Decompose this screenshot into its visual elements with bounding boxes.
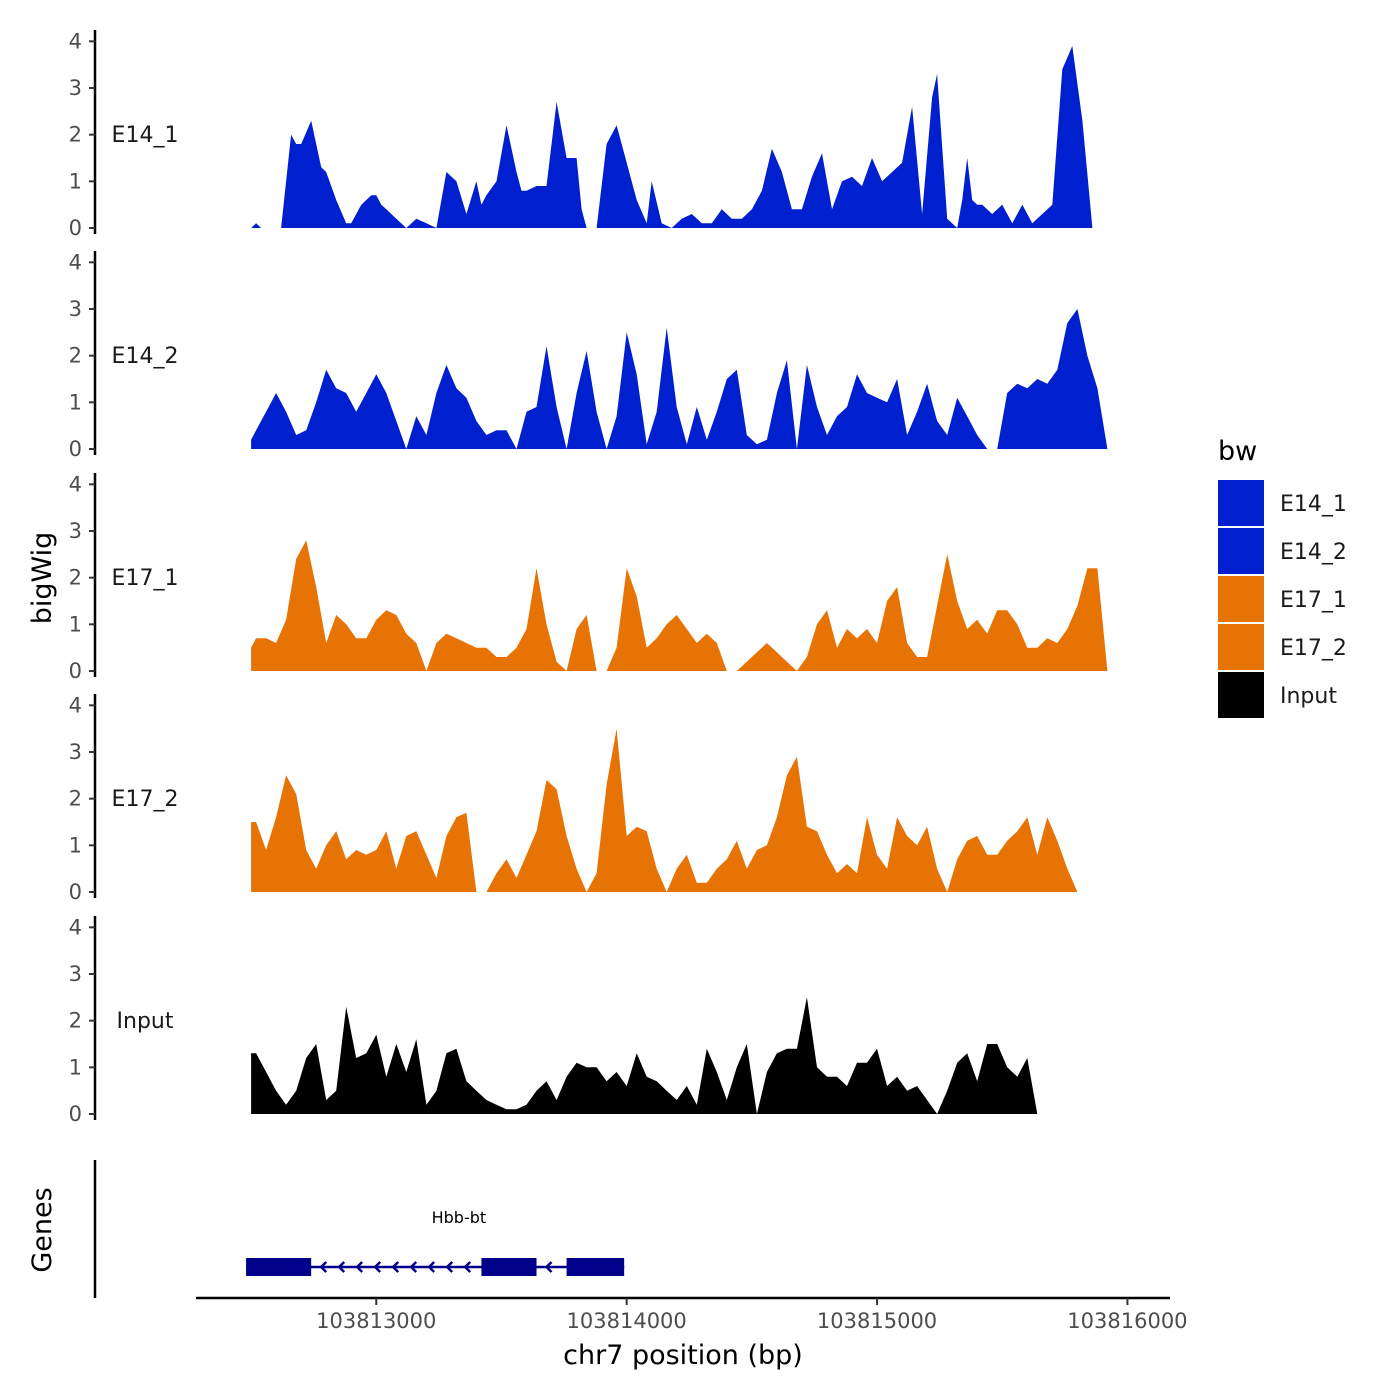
track-Input: 0 1 2 3 4 Input — [69, 915, 1120, 1126]
exon-2 — [481, 1258, 537, 1276]
y-tick-label: 3 — [69, 519, 82, 543]
legend-label-E14_1: E14_1 — [1280, 492, 1347, 517]
y-tick-label: 4 — [69, 29, 82, 53]
genes-axis-title: Genes — [27, 1187, 58, 1272]
strand-arrow — [427, 1261, 436, 1273]
area-E17_1 — [251, 540, 1120, 671]
y-tick-label: 4 — [69, 250, 82, 274]
track-label-E14_2: E14_2 — [112, 344, 179, 369]
y-tick-label: 3 — [69, 297, 82, 321]
y-tick-label: 0 — [69, 1102, 82, 1126]
legend-swatch-E17_1 — [1218, 576, 1264, 622]
y-tick-label: 1 — [69, 612, 82, 636]
area-E14_2 — [251, 309, 1120, 449]
y-tick-label: 2 — [69, 1009, 82, 1033]
legend-swatch-E14_1 — [1218, 480, 1264, 526]
track-E17_2: 0 1 2 3 4 E17_2 — [69, 693, 1120, 904]
legend-label-E17_2: E17_2 — [1280, 636, 1347, 661]
legend-label-E17_1: E17_1 — [1280, 588, 1347, 613]
x-tick-label: 103814000 — [567, 1309, 687, 1333]
track-label-E17_2: E17_2 — [112, 787, 179, 812]
area-E14_1 — [251, 46, 1120, 228]
strand-arrow — [319, 1261, 328, 1273]
y-tick-label: 2 — [69, 566, 82, 590]
gene-name-label: Hbb-bt — [432, 1208, 487, 1227]
strand-arrow — [445, 1261, 454, 1273]
strand-arrow — [337, 1261, 346, 1273]
y-tick-label: 0 — [69, 216, 82, 240]
strand-arrow — [409, 1261, 418, 1273]
strand-arrow — [544, 1261, 553, 1273]
track-panels: 0 1 2 3 4 E14_1 0 1 2 3 4 E14_2 0 1 2 3 4 E17_1 0 1 2 3 4 E17_2… — [69, 29, 1120, 1126]
y-tick-label: 1 — [69, 390, 82, 414]
strand-arrow — [463, 1261, 472, 1273]
y-tick-label: 3 — [69, 740, 82, 764]
y-tick-label: 1 — [69, 1055, 82, 1079]
y-tick-label: 2 — [69, 344, 82, 368]
x-axis: 103813000 103814000 103815000 103816000 — [196, 1296, 1188, 1333]
x-axis-title: chr7 position (bp) — [563, 1340, 803, 1371]
legend-title: bw — [1218, 436, 1257, 467]
legend-swatch-E17_2 — [1218, 624, 1264, 670]
area-Input — [251, 997, 1120, 1114]
track-E14_1: 0 1 2 3 4 E14_1 — [69, 29, 1120, 240]
y-tick-label: 1 — [69, 833, 82, 857]
y-tick-label: 0 — [69, 437, 82, 461]
y-tick-label: 4 — [69, 693, 82, 717]
y-tick-label: 1 — [69, 169, 82, 193]
gene-panel: Hbb-bt — [93, 1160, 625, 1298]
x-tick-label: 103813000 — [316, 1309, 436, 1333]
track-label-Input: Input — [117, 1009, 174, 1034]
y-tick-label: 3 — [69, 76, 82, 100]
y-axis-title: bigWig — [27, 532, 58, 625]
legend: E14_1 E14_2 E17_1 E17_2 Input — [1218, 480, 1347, 718]
track-E14_2: 0 1 2 3 4 E14_2 — [69, 250, 1120, 461]
y-tick-label: 0 — [69, 659, 82, 683]
strand-arrow — [355, 1261, 364, 1273]
x-tick-label: 103815000 — [817, 1309, 937, 1333]
x-tick-label: 103816000 — [1067, 1309, 1187, 1333]
y-tick-label: 0 — [69, 880, 82, 904]
exon-3 — [566, 1258, 625, 1276]
y-tick-label: 4 — [69, 472, 82, 496]
legend-swatch-Input — [1218, 672, 1264, 718]
exon-1 — [246, 1258, 312, 1276]
y-tick-label: 3 — [69, 962, 82, 986]
strand-arrow — [373, 1261, 382, 1273]
y-tick-label: 2 — [69, 123, 82, 147]
legend-label-Input: Input — [1280, 684, 1337, 709]
legend-label-E14_2: E14_2 — [1280, 540, 1347, 565]
legend-swatch-E14_2 — [1218, 528, 1264, 574]
track-label-E14_1: E14_1 — [112, 123, 179, 148]
strand-arrow — [391, 1261, 400, 1273]
track-label-E17_1: E17_1 — [112, 566, 179, 591]
y-tick-label: 2 — [69, 787, 82, 811]
track-E17_1: 0 1 2 3 4 E17_1 — [69, 472, 1120, 683]
y-tick-label: 4 — [69, 915, 82, 939]
area-E17_2 — [251, 728, 1120, 892]
